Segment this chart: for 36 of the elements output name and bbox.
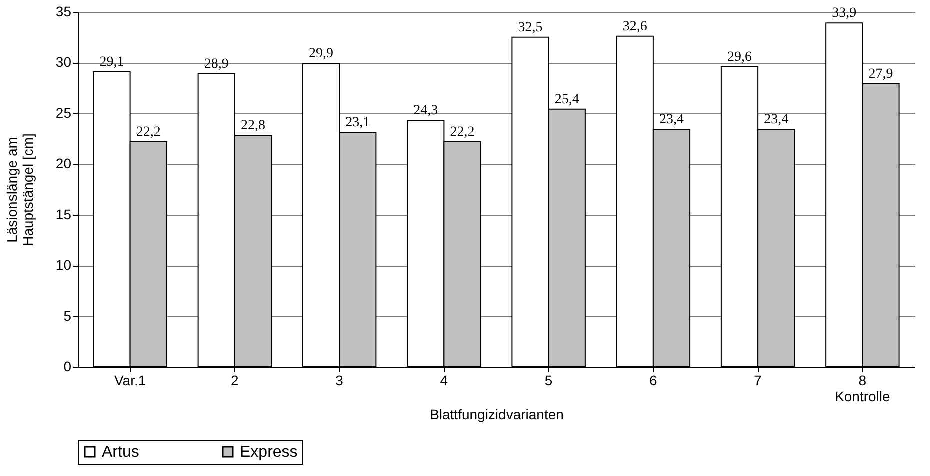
x-tick-label: 5 (544, 372, 553, 388)
x-tick-label: 6 (650, 372, 658, 388)
x-axis-title: Blattfungizidvarianten (430, 406, 564, 422)
data-label: 33,9 (832, 6, 857, 22)
data-label: 28,9 (204, 56, 229, 72)
data-label: 23,4 (764, 112, 789, 128)
data-label: 24,3 (414, 104, 438, 119)
legend-label: Artus (102, 444, 140, 461)
y-tick-label: 25 (56, 104, 72, 121)
y-axis-title: Läsionslänge am Hauptstängel [cm] (4, 134, 36, 246)
legend-label: Express (240, 444, 298, 461)
data-label: 22,2 (450, 124, 475, 140)
data-label: 32,5 (518, 20, 543, 36)
y-tick-label: 20 (56, 156, 72, 172)
y-tick-label: 5 (64, 308, 72, 324)
x-tick-label: 2 (231, 372, 240, 388)
data-label: 32,6 (622, 19, 648, 34)
data-label: 22,8 (240, 118, 266, 134)
data-label: 27,9 (868, 67, 894, 82)
x-tick-label: 4 (440, 372, 448, 388)
y-tick-label: 35 (56, 4, 72, 20)
y-tick-label: 0 (64, 358, 72, 374)
data-label: 29,1 (100, 54, 124, 70)
data-label: 23,1 (346, 116, 370, 131)
data-label: 22,2 (136, 124, 161, 140)
data-label: 23,4 (659, 112, 684, 128)
data-label: 29,9 (309, 46, 334, 62)
data-label: 25,4 (554, 92, 580, 108)
y-tick-label: 15 (56, 206, 72, 222)
x-tick-label: Var.1 (114, 372, 146, 388)
data-label: 29,6 (728, 50, 752, 65)
x-tick-label: 3 (336, 372, 344, 388)
y-tick-label: 30 (56, 54, 72, 70)
y-tick-label: 10 (56, 257, 72, 274)
x-tick-label: 7 (754, 372, 762, 388)
x-tick-label: 8 Kontrolle (835, 372, 891, 404)
